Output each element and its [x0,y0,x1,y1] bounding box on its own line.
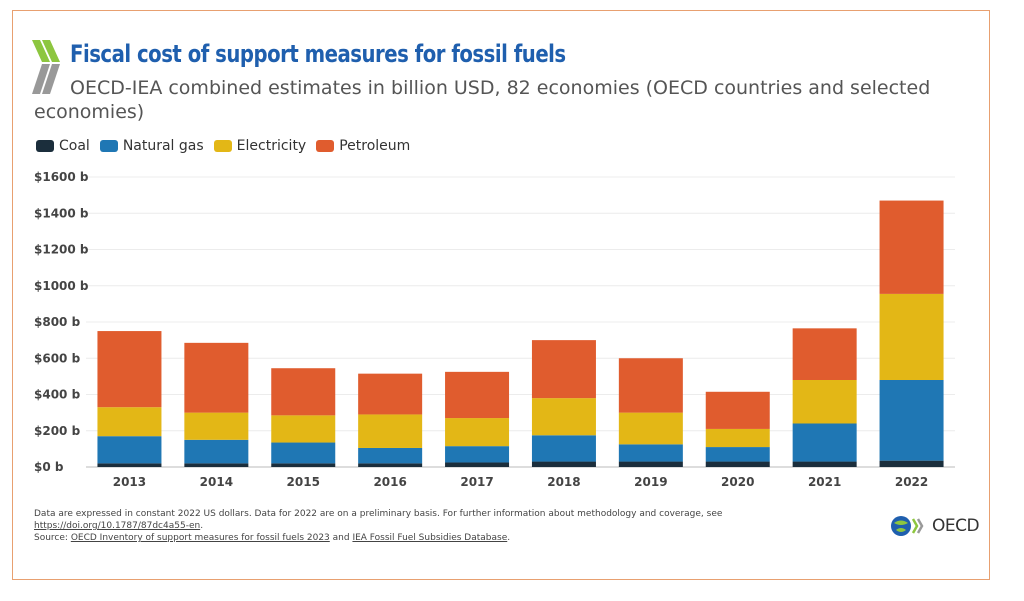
bar-natural-gas-2021[interactable] [792,423,857,462]
legend-label-electricity: Electricity [236,138,307,154]
x-tick-label: 2021 [808,475,841,489]
legend-label-coal: Coal [59,138,90,154]
bar-petroleum-2015[interactable] [271,368,336,416]
bar-petroleum-2019[interactable] [618,358,683,413]
x-tick-label: 2019 [634,475,667,489]
footnotes: Data are expressed in constant 2022 US d… [34,508,794,544]
bar-petroleum-2017[interactable] [445,371,510,419]
bar-natural-gas-2018[interactable] [531,435,596,462]
oecd-logo-text: OECD [932,516,980,536]
x-tick-label: 2013 [113,475,146,489]
source-prefix: Source: [34,533,71,543]
bar-coal-2021[interactable] [792,461,857,467]
y-tick-label: $1000 b [34,279,89,293]
bar-electricity-2022[interactable] [879,293,944,380]
legend-swatch-coal [36,140,54,152]
chart-frame [12,10,990,580]
legend-swatch-electricity [213,140,232,152]
oecd-logo[interactable]: OECD [890,515,980,537]
source-link-oecd[interactable]: OECD Inventory of support measures for f… [70,533,330,543]
legend-item-natural-gas[interactable]: Natural gas [99,138,204,154]
legend-swatch-petroleum [316,140,335,152]
y-tick-label: $1200 b [34,243,89,257]
chart-title: Fiscal cost of support measures for foss… [70,40,566,68]
legend-item-petroleum[interactable]: Petroleum [316,138,410,154]
bar-petroleum-2020[interactable] [705,391,770,429]
bar-coal-2020[interactable] [705,461,770,467]
source-and: and [329,533,353,543]
legend-item-coal[interactable]: Coal [36,138,90,154]
x-tick-label: 2015 [287,475,320,489]
bar-electricity-2021[interactable] [792,380,857,424]
bar-coal-2019[interactable] [618,461,683,467]
bar-coal-2013[interactable] [97,463,162,467]
oecd-globe-icon [891,516,924,536]
source-suffix: . [507,533,511,543]
bar-petroleum-2016[interactable] [358,373,423,415]
bar-electricity-2016[interactable] [358,414,423,448]
legend-swatch-natural-gas [99,140,118,152]
doi-suffix: . [200,521,204,531]
bar-electricity-2017[interactable] [445,418,510,447]
bar-natural-gas-2013[interactable] [97,436,162,464]
oecd-chevron-icon [32,40,60,94]
bar-petroleum-2014[interactable] [184,342,249,413]
bar-petroleum-2018[interactable] [531,340,596,399]
bar-electricity-2020[interactable] [705,428,770,448]
x-tick-label: 2017 [460,475,493,489]
y-tick-label: $200 b [34,424,81,438]
bar-petroleum-2022[interactable] [879,200,944,294]
chart-subtitle: OECD-IEA combined estimates in billion U… [34,77,931,123]
legend-item-electricity[interactable]: Electricity [213,138,307,154]
bar-natural-gas-2017[interactable] [445,446,510,463]
y-tick-label: $0 b [34,460,64,474]
x-tick-label: 2020 [721,475,754,489]
bar-electricity-2014[interactable] [184,412,249,440]
bar-coal-2017[interactable] [445,462,510,467]
legend-label-natural-gas: Natural gas [122,138,204,154]
y-tick-label: $1400 b [34,206,89,220]
x-tick-label: 2014 [200,475,233,489]
bar-electricity-2013[interactable] [97,407,162,437]
stacked-bar-chart: $0 b $200 b $400 b $600 b $800 b $1000 b $1200… [34,170,955,489]
y-tick-label: $800 b [34,315,81,329]
bar-petroleum-2013[interactable] [97,331,162,408]
bar-electricity-2018[interactable] [531,398,596,436]
note-text: Data are expressed in constant 2022 US d… [34,509,723,519]
legend-label-petroleum: Petroleum [339,138,411,154]
bar-coal-2015[interactable] [271,463,336,467]
bar-coal-2022[interactable] [879,460,944,467]
y-tick-label: $1600 b [34,170,89,184]
doi-link[interactable]: https://doi.org/10.1787/87dc4a55-en [34,521,201,531]
x-tick-label: 2018 [547,475,580,489]
bar-coal-2014[interactable] [184,463,249,467]
y-tick-label: $600 b [34,351,81,365]
bar-natural-gas-2020[interactable] [705,447,770,462]
bar-natural-gas-2014[interactable] [184,439,249,464]
bar-natural-gas-2019[interactable] [618,444,683,462]
legend: Coal Natural gas Electricity Petroleum [36,138,420,154]
bar-coal-2018[interactable] [531,461,596,467]
bar-natural-gas-2016[interactable] [358,447,423,464]
y-tick-label: $400 b [34,388,81,402]
x-tick-label: 2022 [895,475,928,489]
bar-coal-2016[interactable] [358,463,423,467]
bar-natural-gas-2015[interactable] [271,442,336,464]
bar-electricity-2019[interactable] [618,412,683,445]
bar-electricity-2015[interactable] [271,415,336,443]
source-link-iea[interactable]: IEA Fossil Fuel Subsidies Database [352,533,508,543]
bar-natural-gas-2022[interactable] [879,380,944,461]
x-tick-label: 2016 [373,475,406,489]
bar-petroleum-2021[interactable] [792,328,857,380]
